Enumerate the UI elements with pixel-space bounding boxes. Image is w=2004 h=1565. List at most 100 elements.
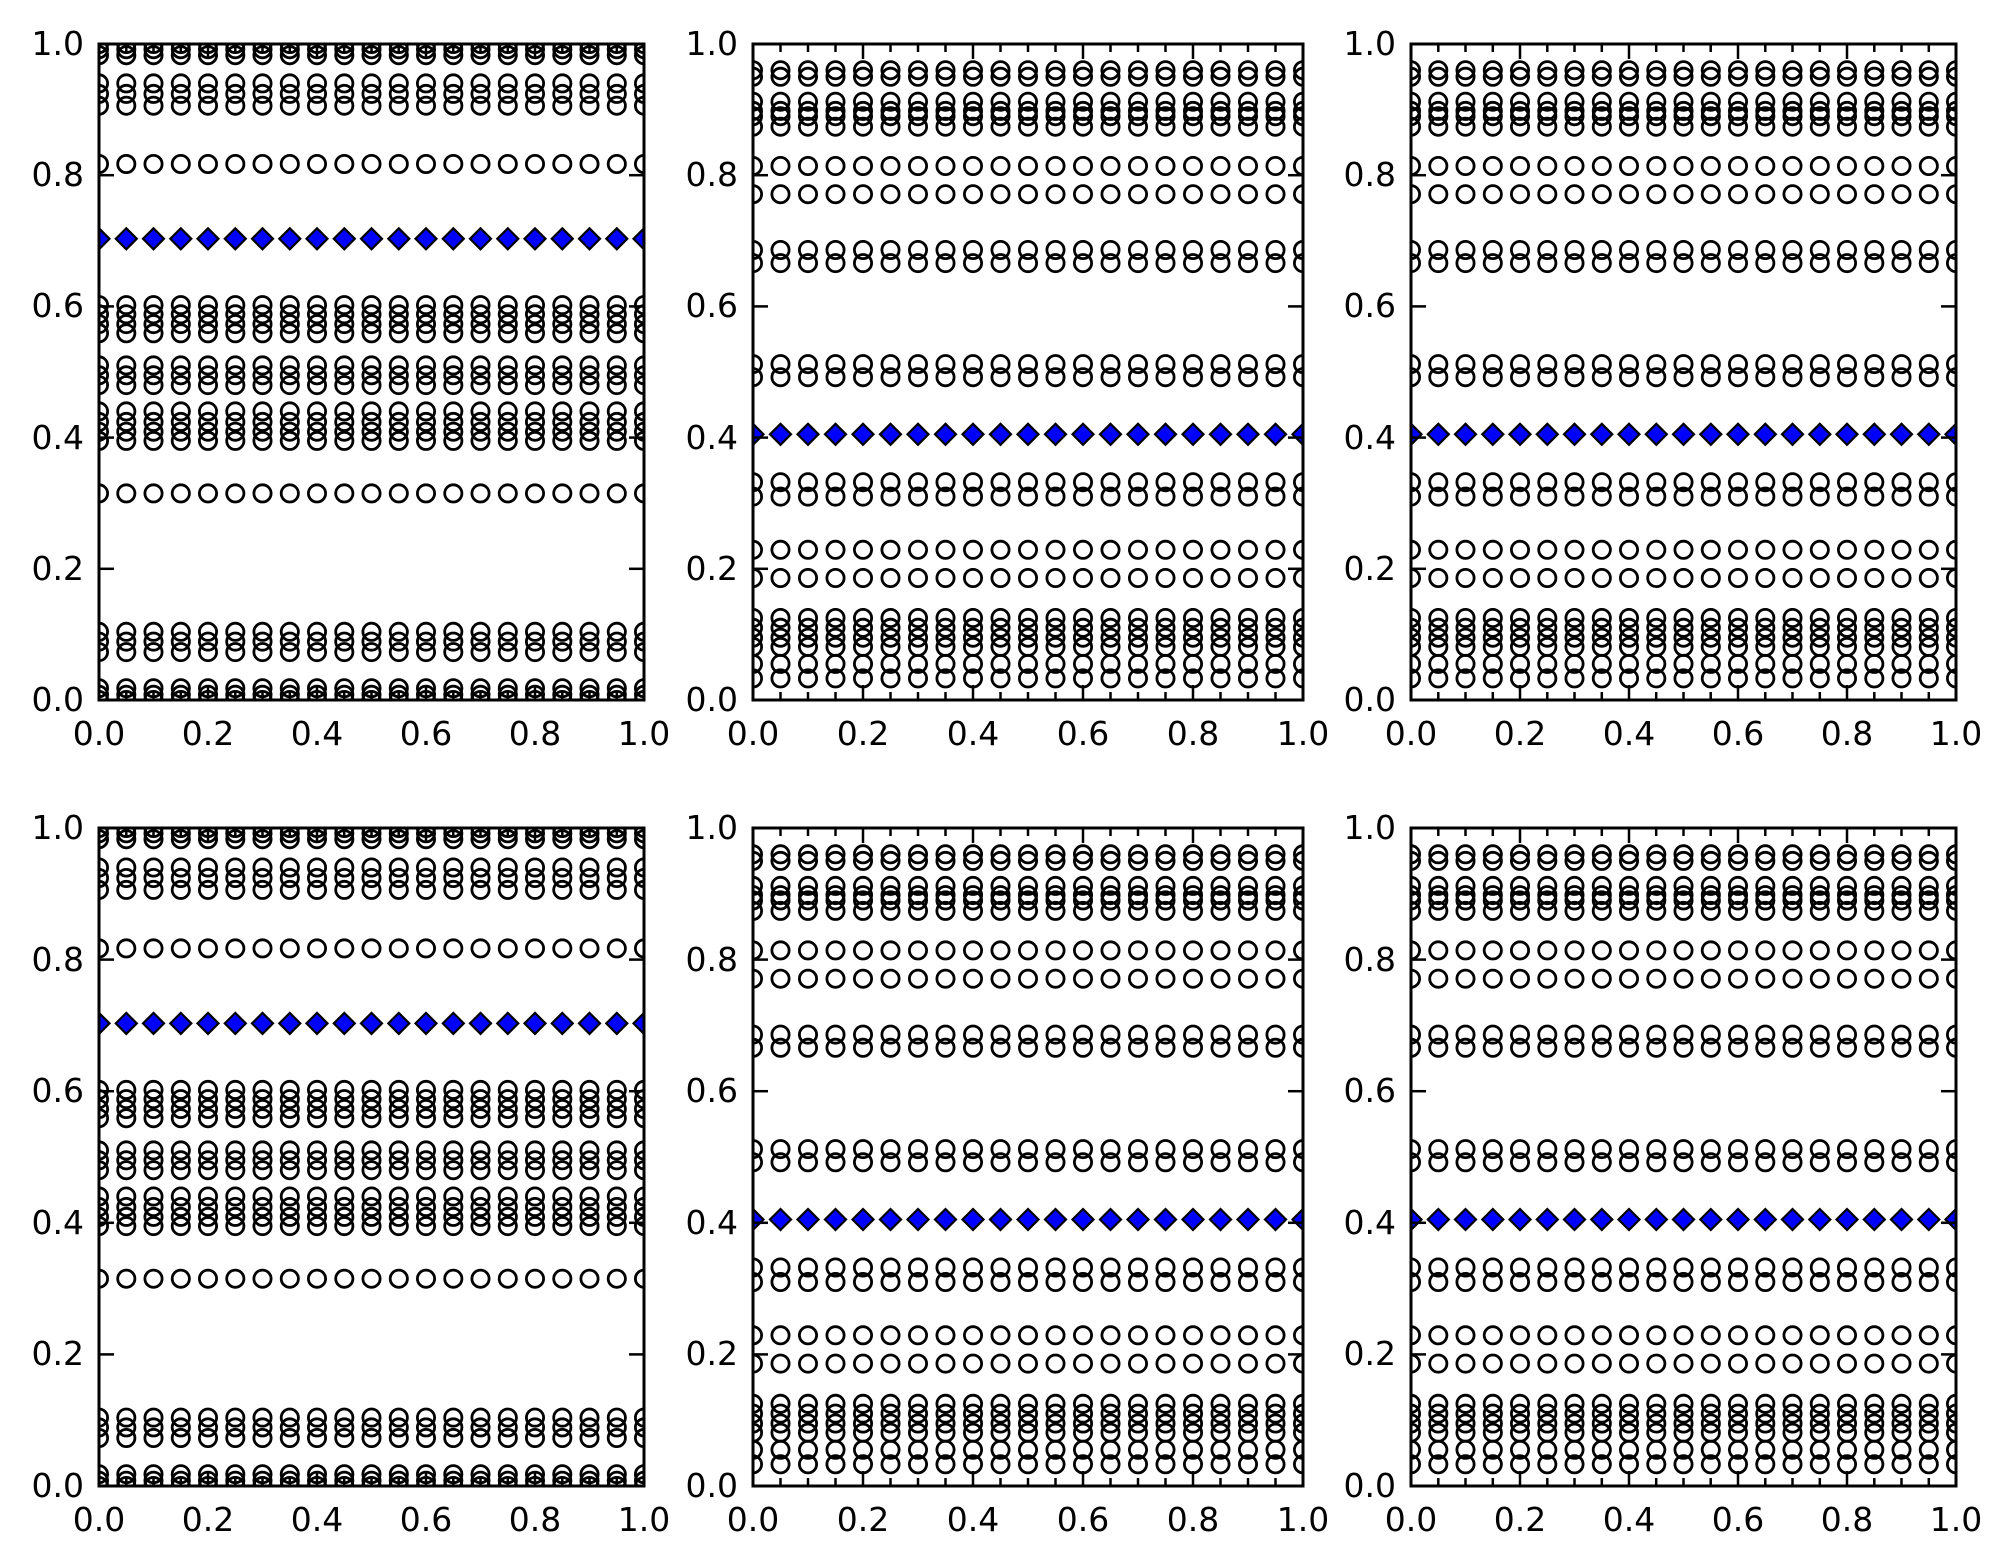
y-tick-label-bottom-left-0.0: 0.0 xyxy=(31,1466,84,1505)
y-tick-label-bottom-middle-1.0: 1.0 xyxy=(685,808,738,847)
plot-area-top-right xyxy=(1409,42,1958,702)
diamond-markers xyxy=(99,1011,644,1036)
x-tick-label-top-middle-0.2: 0.2 xyxy=(836,714,890,753)
axis-ticks xyxy=(97,826,646,1488)
diamond-markers xyxy=(1411,422,1956,447)
x-tick-label-top-middle-0.0: 0.0 xyxy=(726,714,780,753)
y-tick-label-bottom-middle-0.4: 0.4 xyxy=(685,1203,738,1242)
y-tick-label-bottom-right-0.8: 0.8 xyxy=(1343,940,1396,979)
x-tick-label-bottom-left-1.0: 1.0 xyxy=(617,1500,671,1539)
y-tick-label-bottom-middle-0.2: 0.2 xyxy=(685,1334,738,1373)
plot-area-bottom-right xyxy=(1409,826,1958,1488)
x-tick-label-bottom-left-0.0: 0.0 xyxy=(72,1500,126,1539)
y-tick-label-top-left-0.6: 0.6 xyxy=(31,286,84,325)
x-tick-label-bottom-left-0.4: 0.4 xyxy=(290,1500,344,1539)
y-tick-label-top-left-0.2: 0.2 xyxy=(31,549,84,588)
x-tick-label-top-left-0.8: 0.8 xyxy=(508,714,562,753)
y-tick-label-bottom-right-0.2: 0.2 xyxy=(1343,1334,1396,1373)
x-tick-label-bottom-middle-0.0: 0.0 xyxy=(726,1500,780,1539)
y-tick-label-top-middle-1.0: 1.0 xyxy=(685,24,738,63)
y-tick-label-top-right-0.6: 0.6 xyxy=(1343,286,1396,325)
y-tick-label-top-right-0.0: 0.0 xyxy=(1343,680,1396,719)
x-tick-label-top-right-1.0: 1.0 xyxy=(1929,714,1983,753)
axes-spines xyxy=(1409,42,1958,702)
y-tick-label-top-left-0.0: 0.0 xyxy=(31,680,84,719)
x-tick-label-bottom-middle-0.8: 0.8 xyxy=(1166,1500,1220,1539)
y-tick-label-top-left-0.4: 0.4 xyxy=(31,418,84,457)
circle-markers xyxy=(1411,844,1956,1475)
circle-markers xyxy=(99,44,644,700)
y-tick-label-bottom-left-0.4: 0.4 xyxy=(31,1203,84,1242)
x-tick-label-top-middle-1.0: 1.0 xyxy=(1276,714,1330,753)
subplot-top-middle: 0.0 0.2 0.4 0.6 0.8 1.0 0.0 0.2 0.4 0.6 0.8 1.0 xyxy=(686,24,1330,753)
axes-spines xyxy=(751,826,1305,1488)
y-tick-label-bottom-middle-0.6: 0.6 xyxy=(685,1071,738,1110)
plot-area-bottom-middle xyxy=(751,826,1305,1488)
x-tick-label-top-right-0.2: 0.2 xyxy=(1493,714,1547,753)
plot-area-bottom-left xyxy=(97,826,646,1488)
circle-markers xyxy=(753,844,1303,1475)
subplot-top-left: 0.0 0.2 0.4 0.6 0.8 1.0 0.0 0.2 0.4 0.6 0.8 1.0 xyxy=(32,24,671,753)
y-tick-label-top-middle-0.0: 0.0 xyxy=(685,680,738,719)
x-tick-label-top-middle-0.6: 0.6 xyxy=(1056,714,1110,753)
x-tick-label-top-right-0.4: 0.4 xyxy=(1602,714,1656,753)
x-tick-label-top-left-0.4: 0.4 xyxy=(290,714,344,753)
x-tick-label-bottom-right-1.0: 1.0 xyxy=(1929,1500,1983,1539)
axes-spines xyxy=(1409,826,1958,1488)
x-tick-label-top-left-0.2: 0.2 xyxy=(181,714,235,753)
x-tick-label-bottom-middle-0.4: 0.4 xyxy=(946,1500,1000,1539)
x-tick-label-top-left-1.0: 1.0 xyxy=(617,714,671,753)
x-tick-label-bottom-left-0.6: 0.6 xyxy=(399,1500,453,1539)
diamond-markers xyxy=(1411,1207,1956,1232)
plot-area-top-middle xyxy=(751,42,1305,702)
y-tick-label-bottom-right-0.6: 0.6 xyxy=(1343,1071,1396,1110)
circle-markers xyxy=(1411,60,1956,689)
y-tick-label-bottom-left-0.2: 0.2 xyxy=(31,1334,84,1373)
diamond-markers xyxy=(99,226,644,251)
x-tick-label-bottom-left-0.8: 0.8 xyxy=(508,1500,562,1539)
y-tick-label-top-right-0.2: 0.2 xyxy=(1343,549,1396,588)
x-tick-label-bottom-middle-1.0: 1.0 xyxy=(1276,1500,1330,1539)
x-tick-label-top-left-0.0: 0.0 xyxy=(72,714,126,753)
x-tick-label-top-right-0.8: 0.8 xyxy=(1820,714,1874,753)
x-tick-label-top-middle-0.4: 0.4 xyxy=(946,714,1000,753)
y-tick-label-bottom-right-1.0: 1.0 xyxy=(1343,808,1396,847)
y-tick-label-bottom-left-1.0: 1.0 xyxy=(31,808,84,847)
axis-ticks xyxy=(97,42,646,702)
axes-spines xyxy=(751,42,1305,702)
x-tick-label-bottom-middle-0.6: 0.6 xyxy=(1056,1500,1110,1539)
diamond-markers xyxy=(753,422,1303,447)
x-tick-label-bottom-right-0.6: 0.6 xyxy=(1711,1500,1765,1539)
subplot-bottom-middle: 0.0 0.2 0.4 0.6 0.8 1.0 0.0 0.2 0.4 0.6 0.8 1.0 xyxy=(686,808,1330,1539)
y-tick-label-top-right-1.0: 1.0 xyxy=(1343,24,1396,63)
y-tick-label-top-right-0.8: 0.8 xyxy=(1343,155,1396,194)
y-tick-label-bottom-right-0.0: 0.0 xyxy=(1343,1466,1396,1505)
y-tick-label-top-middle-0.2: 0.2 xyxy=(685,549,738,588)
y-tick-label-bottom-middle-0.0: 0.0 xyxy=(685,1466,738,1505)
circle-markers xyxy=(753,60,1303,689)
x-tick-label-top-right-0.0: 0.0 xyxy=(1384,714,1438,753)
y-tick-label-top-middle-0.6: 0.6 xyxy=(685,286,738,325)
x-tick-label-bottom-middle-0.2: 0.2 xyxy=(836,1500,890,1539)
y-tick-label-top-right-0.4: 0.4 xyxy=(1343,418,1396,457)
subplot-top-right: 0.0 0.2 0.4 0.6 0.8 1.0 0.0 0.2 0.4 0.6 0.8 1.0 xyxy=(1344,24,1983,753)
x-tick-label-top-left-0.6: 0.6 xyxy=(399,714,453,753)
x-tick-label-bottom-right-0.4: 0.4 xyxy=(1602,1500,1656,1539)
subplot-bottom-right: 0.0 0.2 0.4 0.6 0.8 1.0 0.0 0.2 0.4 0.6 0.8 1.0 xyxy=(1344,808,1983,1539)
subplot-bottom-left: 0.0 0.2 0.4 0.6 0.8 1.0 0.0 0.2 0.4 0.6 0.8 1.0 xyxy=(32,808,671,1539)
y-tick-label-bottom-right-0.4: 0.4 xyxy=(1343,1203,1396,1242)
diamond-markers xyxy=(753,1207,1303,1232)
x-tick-label-top-middle-0.8: 0.8 xyxy=(1166,714,1220,753)
y-tick-label-bottom-left-0.6: 0.6 xyxy=(31,1071,84,1110)
x-tick-label-bottom-right-0.2: 0.2 xyxy=(1493,1500,1547,1539)
circle-markers xyxy=(99,828,644,1486)
y-tick-label-top-left-0.8: 0.8 xyxy=(31,155,84,194)
y-tick-label-bottom-middle-0.8: 0.8 xyxy=(685,940,738,979)
y-tick-label-top-middle-0.8: 0.8 xyxy=(685,155,738,194)
y-tick-label-top-left-1.0: 1.0 xyxy=(31,24,84,63)
axes-spines xyxy=(97,826,646,1488)
y-tick-label-top-middle-0.4: 0.4 xyxy=(685,418,738,457)
x-tick-label-bottom-left-0.2: 0.2 xyxy=(181,1500,235,1539)
x-tick-label-bottom-right-0.0: 0.0 xyxy=(1384,1500,1438,1539)
